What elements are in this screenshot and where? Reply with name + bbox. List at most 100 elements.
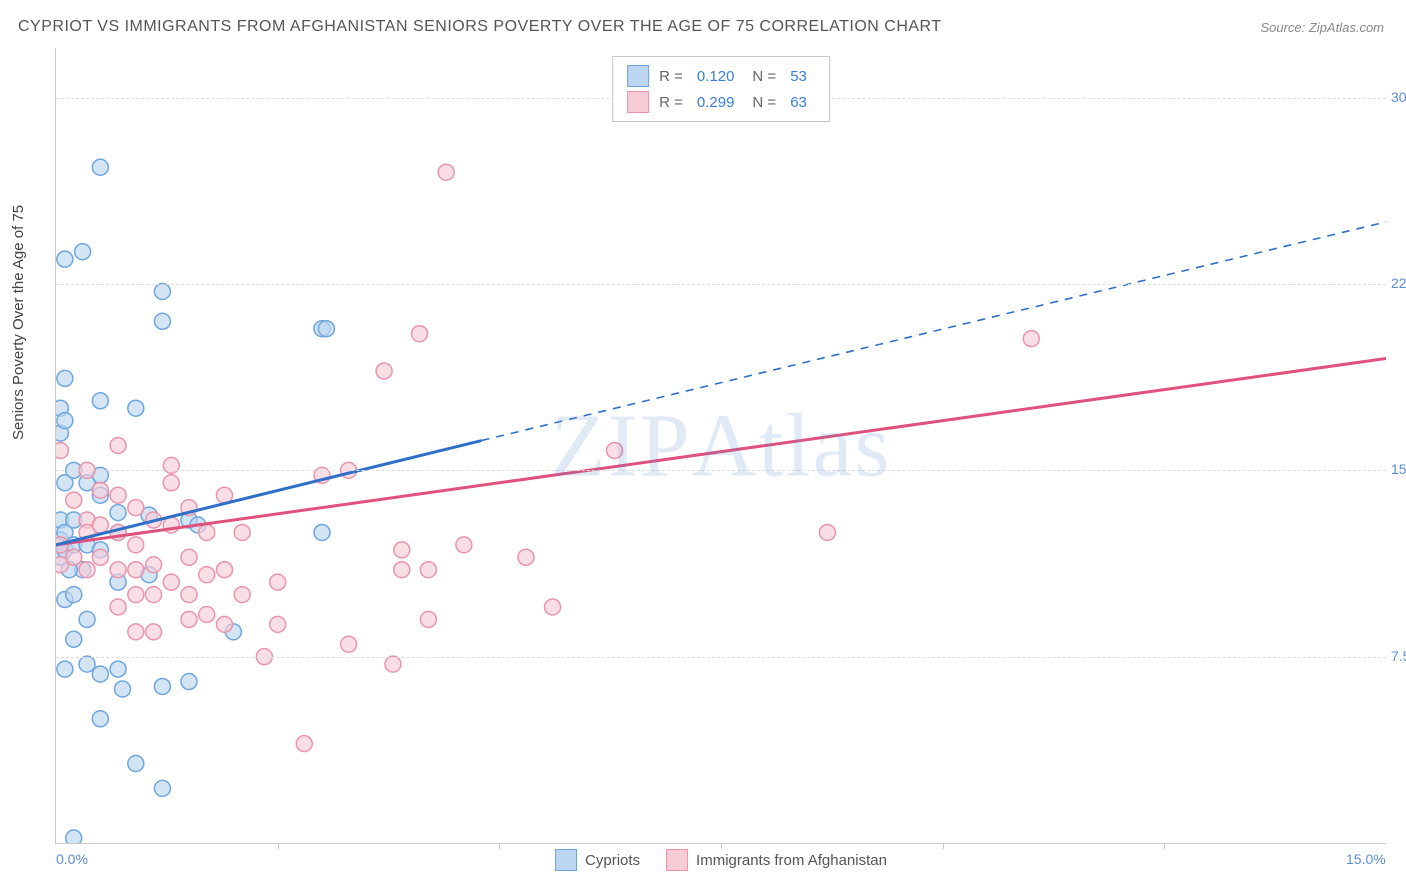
scatter-point-cypriots [57, 251, 73, 267]
scatter-point-afghan [110, 438, 126, 454]
scatter-point-afghan [216, 562, 232, 578]
n-value-cypriots: 53 [790, 68, 807, 85]
scatter-point-afghan [234, 587, 250, 603]
scatter-point-afghan [376, 363, 392, 379]
x-tick-mark [1164, 843, 1165, 849]
legend-item-afghan: Immigrants from Afghanistan [666, 849, 887, 871]
scatter-point-afghan [270, 574, 286, 590]
scatter-point-afghan [128, 537, 144, 553]
scatter-point-afghan [199, 567, 215, 583]
scatter-point-afghan [394, 542, 410, 558]
scatter-point-cypriots [75, 244, 91, 260]
scatter-point-afghan [146, 587, 162, 603]
plot-area: ZIPAtlas R = 0.120 N = 53 R = 0.299 N = … [55, 48, 1386, 844]
r-value-cypriots: 0.120 [697, 68, 735, 85]
scatter-point-afghan [163, 475, 179, 491]
scatter-point-afghan [234, 524, 250, 540]
chart-title: CYPRIOT VS IMMIGRANTS FROM AFGHANISTAN S… [18, 18, 942, 36]
scatter-point-afghan [394, 562, 410, 578]
series-legend: Cypriots Immigrants from Afghanistan [555, 849, 887, 871]
scatter-point-afghan [92, 482, 108, 498]
scatter-point-afghan [79, 562, 95, 578]
scatter-point-afghan [420, 611, 436, 627]
swatch-cypriots-icon [555, 849, 577, 871]
scatter-point-cypriots [57, 661, 73, 677]
scatter-point-cypriots [79, 611, 95, 627]
scatter-point-afghan [1023, 331, 1039, 347]
scatter-point-cypriots [57, 413, 73, 429]
x-tick-mark [499, 843, 500, 849]
scatter-point-afghan [216, 616, 232, 632]
legend-row-afghan: R = 0.299 N = 63 [627, 89, 815, 115]
n-value-afghan: 63 [790, 94, 807, 111]
scatter-point-afghan [199, 524, 215, 540]
scatter-point-cypriots [128, 400, 144, 416]
scatter-point-afghan [128, 624, 144, 640]
chart-svg [56, 48, 1386, 843]
scatter-point-cypriots [154, 780, 170, 796]
scatter-point-afghan [128, 587, 144, 603]
scatter-point-cypriots [318, 321, 334, 337]
scatter-point-cypriots [110, 661, 126, 677]
scatter-point-afghan [420, 562, 436, 578]
scatter-point-afghan [56, 442, 68, 458]
swatch-afghan-icon [666, 849, 688, 871]
legend-item-cypriots: Cypriots [555, 849, 640, 871]
scatter-point-afghan [545, 599, 561, 615]
scatter-point-cypriots [115, 681, 131, 697]
scatter-point-afghan [181, 587, 197, 603]
scatter-point-afghan [92, 517, 108, 533]
scatter-point-cypriots [128, 756, 144, 772]
x-tick-label: 15.0% [1346, 851, 1386, 867]
y-tick-label: 22.5% [1391, 275, 1406, 291]
scatter-point-afghan [146, 624, 162, 640]
legend-label-afghan: Immigrants from Afghanistan [696, 852, 887, 869]
scatter-point-afghan [296, 736, 312, 752]
scatter-point-cypriots [154, 678, 170, 694]
scatter-point-cypriots [92, 159, 108, 175]
legend-row-cypriots: R = 0.120 N = 53 [627, 63, 815, 89]
trendline-afghan [56, 359, 1386, 545]
scatter-point-cypriots [154, 313, 170, 329]
x-tick-mark [278, 843, 279, 849]
scatter-point-afghan [607, 442, 623, 458]
scatter-point-afghan [110, 487, 126, 503]
scatter-point-afghan [92, 549, 108, 565]
n-label: N = [752, 68, 776, 85]
scatter-point-cypriots [57, 370, 73, 386]
scatter-point-cypriots [92, 711, 108, 727]
scatter-point-afghan [412, 326, 428, 342]
scatter-point-cypriots [66, 587, 82, 603]
scatter-point-afghan [128, 500, 144, 516]
trendline-cypriots-dashed [482, 222, 1386, 441]
scatter-point-afghan [110, 599, 126, 615]
scatter-point-cypriots [66, 830, 82, 843]
scatter-point-cypriots [92, 393, 108, 409]
y-axis-label: Seniors Poverty Over the Age of 75 [10, 205, 27, 440]
r-label: R = [659, 68, 683, 85]
gridline-h [56, 657, 1386, 658]
swatch-cypriots [627, 65, 649, 87]
swatch-afghan [627, 91, 649, 113]
x-tick-mark [943, 843, 944, 849]
scatter-point-afghan [438, 164, 454, 180]
r-value-afghan: 0.299 [697, 94, 735, 111]
scatter-point-afghan [128, 562, 144, 578]
legend-label-cypriots: Cypriots [585, 852, 640, 869]
scatter-point-afghan [199, 606, 215, 622]
y-tick-label: 7.5% [1391, 648, 1406, 664]
scatter-point-afghan [518, 549, 534, 565]
scatter-point-afghan [66, 492, 82, 508]
scatter-point-afghan [110, 562, 126, 578]
y-tick-label: 30.0% [1391, 89, 1406, 105]
scatter-point-afghan [181, 611, 197, 627]
scatter-point-afghan [270, 616, 286, 632]
correlation-legend: R = 0.120 N = 53 R = 0.299 N = 63 [612, 56, 830, 122]
scatter-point-afghan [66, 549, 82, 565]
y-tick-label: 15.0% [1391, 461, 1406, 477]
scatter-point-cypriots [314, 524, 330, 540]
scatter-point-cypriots [154, 283, 170, 299]
scatter-point-cypriots [79, 656, 95, 672]
gridline-h [56, 470, 1386, 471]
source-attribution: Source: ZipAtlas.com [1260, 20, 1384, 35]
